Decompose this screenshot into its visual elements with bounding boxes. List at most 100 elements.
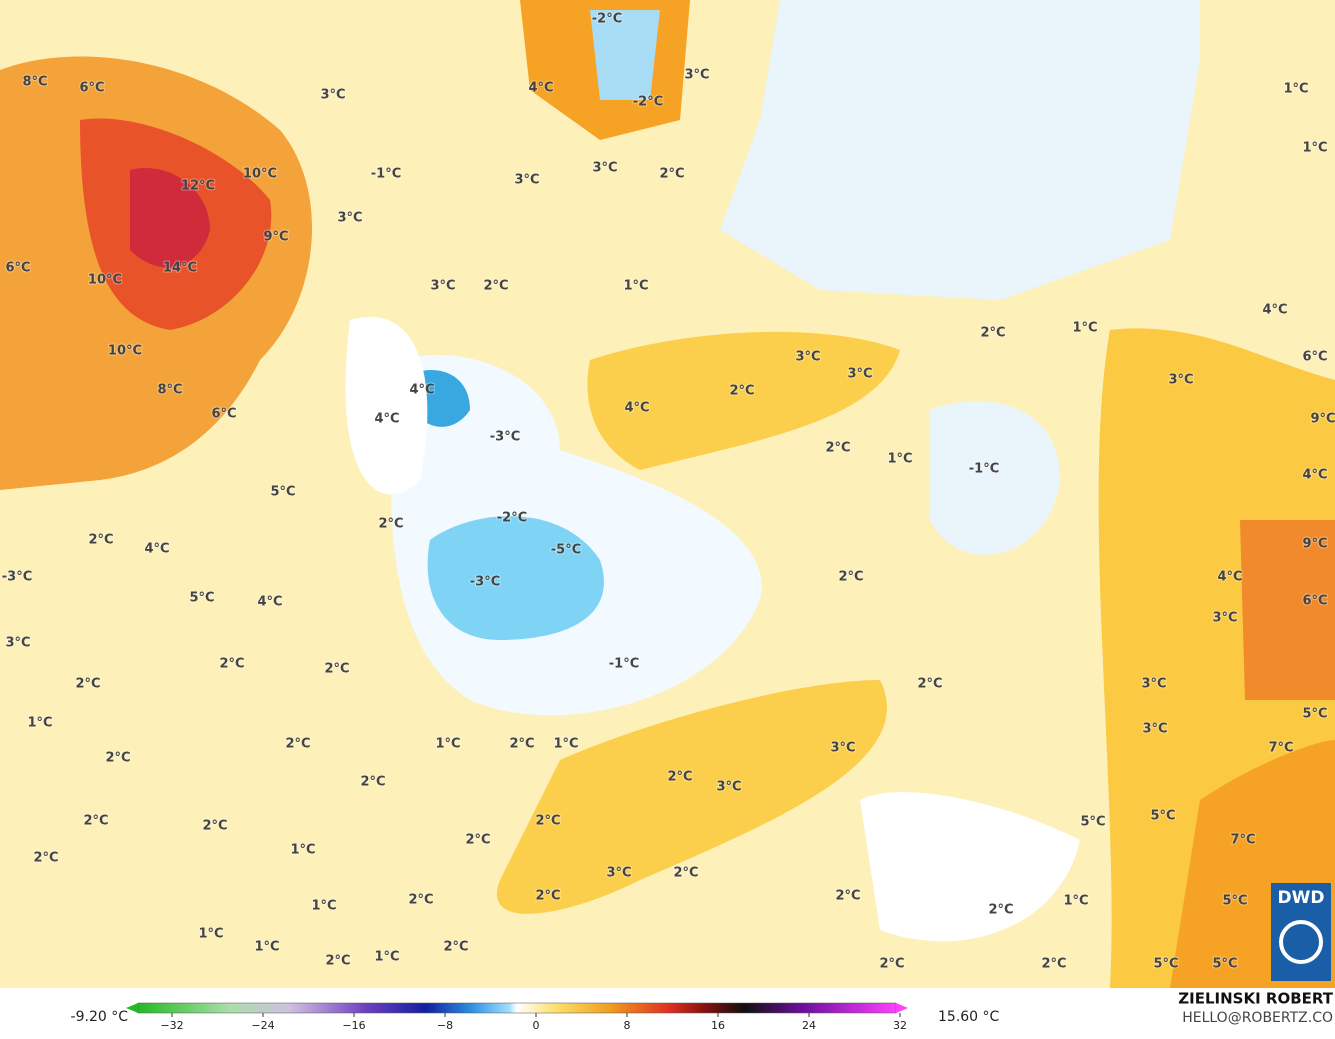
temperature-label: 1°C — [1302, 141, 1327, 156]
temperature-label: 1°C — [887, 452, 912, 467]
temperature-label: 2°C — [443, 940, 468, 955]
temperature-label: 3°C — [830, 741, 855, 756]
temperature-label: 2°C — [324, 662, 349, 677]
temperature-label: 2°C — [988, 903, 1013, 918]
temperature-label: 5°C — [1302, 707, 1327, 722]
contact: HELLO@ROBERTZ.CO — [1182, 1010, 1333, 1026]
temperature-label: 1°C — [1283, 82, 1308, 97]
temperature-label: 10°C — [88, 273, 122, 288]
temperature-label: 2°C — [83, 814, 108, 829]
temperature-label: 2°C — [535, 814, 560, 829]
temperature-label: 5°C — [1080, 815, 1105, 830]
temperature-label: 3°C — [592, 161, 617, 176]
temperature-label: 9°C — [1302, 537, 1327, 552]
temperature-label: 7°C — [1230, 833, 1255, 848]
temperature-label: 3°C — [5, 636, 30, 651]
temperature-label: 9°C — [263, 230, 288, 245]
logo-text: DWD — [1278, 888, 1325, 908]
temperature-label: 3°C — [847, 367, 872, 382]
temperature-label: 2°C — [659, 167, 684, 182]
temperature-label: 2°C — [917, 677, 942, 692]
temperature-label: 2°C — [285, 737, 310, 752]
temperature-label: -3°C — [2, 570, 32, 585]
colorbar-tick-label: 24 — [802, 1019, 816, 1032]
temperature-label: 10°C — [108, 344, 142, 359]
temperature-label: 1°C — [623, 279, 648, 294]
temperature-label: 1°C — [553, 737, 578, 752]
temperature-label: 5°C — [1222, 894, 1247, 909]
temperature-label: 2°C — [360, 775, 385, 790]
temperature-label: 3°C — [320, 88, 345, 103]
temperature-label: 1°C — [27, 716, 52, 731]
temperature-label: -2°C — [497, 511, 527, 526]
temperature-label: 2°C — [835, 889, 860, 904]
temperature-label: 2°C — [838, 570, 863, 585]
colorbar-ticks: −32 −24 −16 −8 0 8 16 24 32 — [160, 1013, 907, 1032]
temperature-label: 1°C — [290, 843, 315, 858]
logo-box — [1271, 883, 1331, 981]
colorbar-tick-label: −24 — [251, 1019, 274, 1032]
temperature-label: 2°C — [825, 441, 850, 456]
temperature-label: 2°C — [105, 751, 130, 766]
temperature-label: 2°C — [673, 866, 698, 881]
temperature-label: -1°C — [371, 167, 401, 182]
temperature-label: 2°C — [325, 954, 350, 969]
colorbar-tick-label: 32 — [893, 1019, 907, 1032]
temperature-label: 10°C — [243, 167, 277, 182]
temperature-label: 4°C — [1302, 468, 1327, 483]
colorbar-tick-label: −32 — [160, 1019, 183, 1032]
temperature-label: 6°C — [211, 407, 236, 422]
temperature-label: 4°C — [257, 595, 282, 610]
colorbar-max-label: 15.60 °C — [938, 1009, 1000, 1025]
temperature-label: 3°C — [337, 211, 362, 226]
temperature-label: 2°C — [219, 657, 244, 672]
temperature-label: 1°C — [374, 950, 399, 965]
temperature-label: 6°C — [79, 81, 104, 96]
temperature-label: 2°C — [1041, 957, 1066, 972]
temperature-label: 2°C — [75, 677, 100, 692]
temperature-label: 1°C — [198, 927, 223, 942]
temperature-label: 2°C — [729, 384, 754, 399]
temperature-label: 5°C — [270, 485, 295, 500]
colorbar — [137, 1002, 897, 1014]
temperature-label: 2°C — [88, 533, 113, 548]
temperature-label: 1°C — [435, 737, 460, 752]
author: ZIELINSKI ROBERT — [1178, 990, 1333, 1008]
temperature-label: 2°C — [378, 517, 403, 532]
temperature-label: 2°C — [980, 326, 1005, 341]
temperature-label: 1°C — [1063, 894, 1088, 909]
temperature-label: 3°C — [1168, 373, 1193, 388]
colorbar-max-arrow — [896, 1003, 908, 1013]
colorbar-tick-label: −8 — [437, 1019, 453, 1032]
colorbar-min-label: -9.20 °C — [71, 1009, 129, 1025]
temperature-labels: 8°C 6°C 3°C 4°C -2°C 3°C -2°C 1°C 1°C 12°C 10°C -1°… — [1, 11, 1335, 973]
temperature-label: 4°C — [409, 383, 434, 398]
temperature-label: 2°C — [667, 770, 692, 785]
temperature-label: 3°C — [1212, 611, 1237, 626]
temperature-label: 2°C — [33, 851, 58, 866]
temperature-label: 8°C — [22, 75, 47, 90]
temperature-label: 3°C — [684, 68, 709, 83]
temperature-label: 5°C — [1150, 809, 1175, 824]
temperature-label: 1°C — [254, 940, 279, 955]
temperature-label: 3°C — [716, 780, 741, 795]
temperature-label: 3°C — [1142, 722, 1167, 737]
temperature-label: -1°C — [969, 462, 999, 477]
temperature-label: 2°C — [483, 279, 508, 294]
colorbar-min-arrow — [126, 1003, 138, 1013]
map-background — [0, 0, 1335, 989]
temperature-label: -5°C — [551, 543, 581, 558]
temperature-label: 6°C — [5, 261, 30, 276]
temperature-label: 3°C — [514, 173, 539, 188]
temperature-label: 12°C — [181, 179, 215, 194]
temperature-label: 8°C — [157, 383, 182, 398]
colorbar-tick-label: 8 — [624, 1019, 631, 1032]
logo-icon — [1279, 920, 1323, 964]
colorbar-tick-label: 0 — [533, 1019, 540, 1032]
temperature-label: 2°C — [509, 737, 534, 752]
temperature-label: -2°C — [592, 12, 622, 27]
temperature-label: -3°C — [490, 430, 520, 445]
temperature-label: -1°C — [609, 657, 639, 672]
temperature-label: 6°C — [1302, 350, 1327, 365]
